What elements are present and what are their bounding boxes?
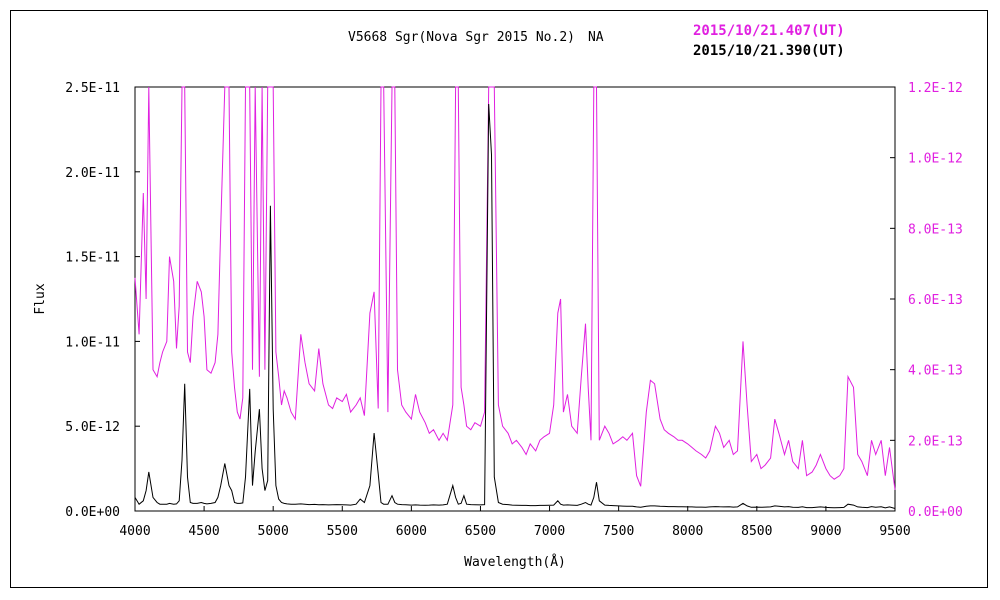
y-axis-left: 0.0E+00 5.0E-12 1.0E-11 1.5E-11 2.0E-11 2.5E-… (65, 81, 140, 520)
y-right-tick-label: 8.0E-13 (908, 222, 963, 237)
y-right-tick-label: 6.0E-13 (908, 293, 963, 308)
y-axis-label: Flux (33, 283, 48, 314)
series-line-magenta (134, 86, 896, 490)
chart-frame (10, 10, 988, 588)
plot-area (134, 86, 896, 512)
x-tick-label: 7500 (603, 524, 634, 539)
x-tick-label: 5500 (327, 524, 358, 539)
y-left-tick-label: 1.0E-11 (65, 335, 120, 350)
legend-entry-magenta: 2015/10/21.407(UT) (693, 23, 845, 39)
x-tick-label: 6500 (465, 524, 496, 539)
x-tick-label: 9500 (879, 524, 910, 539)
x-tick-label: 4500 (188, 524, 219, 539)
chart-title: V5668 Sgr(Nova Sgr 2015 No.2) NA (348, 30, 604, 45)
y-axis-right: 0.0E+00 2.0E-13 4.0E-13 6.0E-13 8.0E-13 1.0E-… (890, 81, 963, 520)
x-axis: 4000 4500 5000 5500 6000 6500 7000 7500 8000 8500… (119, 506, 911, 539)
x-tick-label: 8500 (741, 524, 772, 539)
x-tick-label: 6000 (396, 524, 427, 539)
y-right-tick-label: 0.0E+00 (908, 505, 963, 520)
y-right-tick-label: 1.0E-12 (908, 152, 963, 167)
x-tick-label: 7000 (534, 524, 565, 539)
series-line-black (134, 103, 896, 509)
y-left-tick-label: 1.5E-11 (65, 251, 120, 266)
y-left-tick-label: 2.0E-11 (65, 166, 120, 181)
x-tick-label: 4000 (119, 524, 150, 539)
y-right-tick-label: 2.0E-13 (908, 434, 963, 449)
legend-entry-black: 2015/10/21.390(UT) (693, 43, 845, 59)
y-left-tick-label: 2.5E-11 (65, 81, 120, 96)
x-tick-label: 5000 (258, 524, 289, 539)
series-group (134, 86, 896, 509)
y-right-tick-label: 4.0E-13 (908, 364, 963, 379)
x-axis-label: Wavelength(Å) (464, 554, 566, 570)
y-left-tick-label: 0.0E+00 (65, 505, 120, 520)
x-tick-label: 8000 (672, 524, 703, 539)
x-tick-label: 9000 (810, 524, 841, 539)
y-left-tick-label: 5.0E-12 (65, 420, 120, 435)
y-right-tick-label: 1.2E-12 (908, 81, 963, 96)
